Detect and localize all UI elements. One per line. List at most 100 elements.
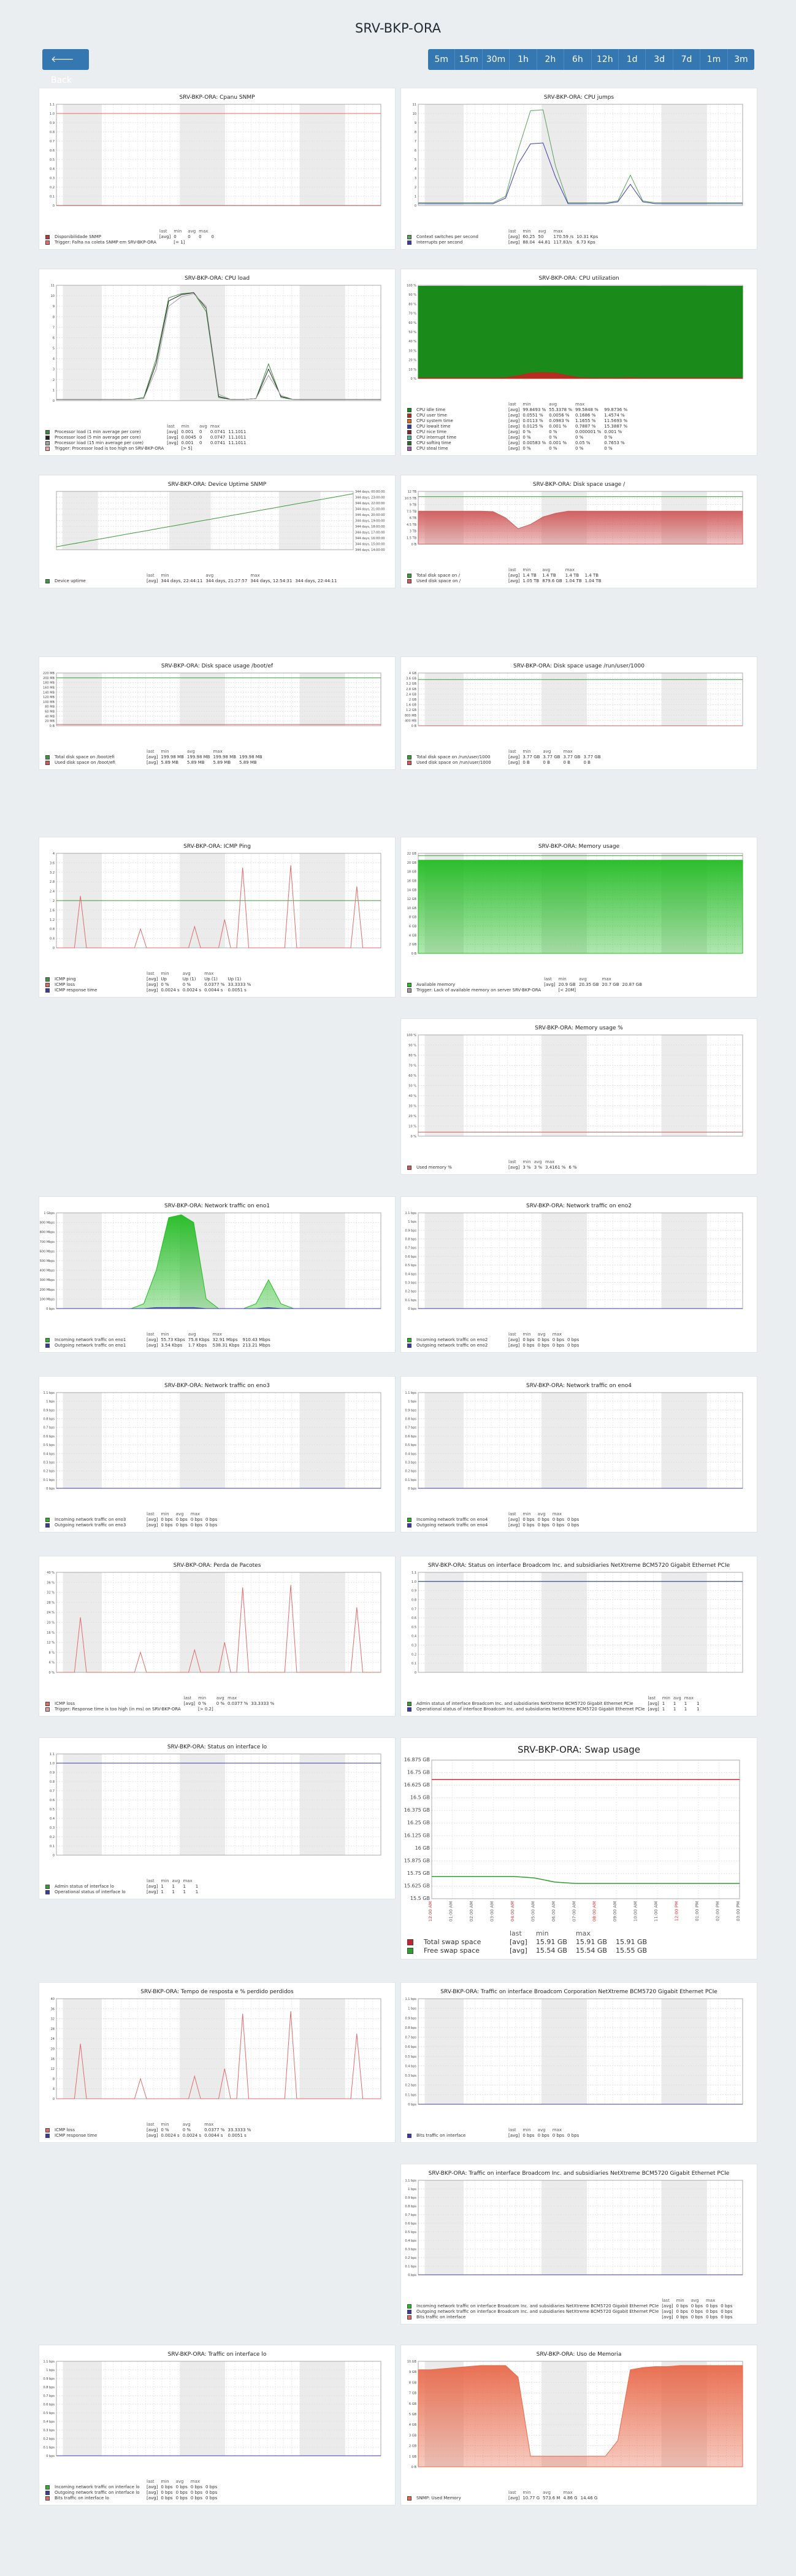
legend-cell: [avg] bbox=[508, 413, 520, 418]
legend-cell: Interrupts per second bbox=[416, 240, 463, 245]
legend-cell: Incoming network traffic on eno3 bbox=[55, 1517, 126, 1522]
chart-panel-c6: SRV-BKP-ORA: Disk space usage / 0 B 1.5 TB… bbox=[400, 475, 757, 588]
legend-cell: Trigger: Processor load is too high on S… bbox=[55, 446, 164, 451]
legend-cell: [avg] bbox=[167, 440, 178, 445]
range-button-3m[interactable]: 3m bbox=[727, 49, 754, 70]
legend-cell: 20.87 GB bbox=[622, 982, 643, 987]
shaded-band bbox=[180, 673, 226, 726]
legend-cell: 0 bbox=[174, 234, 177, 239]
legend-cell: 0.0741 bbox=[210, 429, 226, 434]
legend-cell: Incoming network traffic on interface Br… bbox=[416, 2304, 659, 2309]
series-area bbox=[418, 372, 743, 379]
legend-cell: 50 bbox=[538, 234, 544, 239]
y-tick-label: 8 bbox=[53, 315, 55, 319]
range-button-12h[interactable]: 12h bbox=[591, 49, 619, 70]
legend-cell: Bits traffic on interface lo bbox=[55, 2496, 109, 2501]
range-button-5m[interactable]: 5m bbox=[428, 49, 456, 70]
legend-cell: Outgoing network traffic on eno2 bbox=[416, 1343, 488, 1348]
legend-cell: 0 bps bbox=[691, 2315, 703, 2320]
legend-row: CPU steal time [avg] 0 % 0 % 0 % 0 % bbox=[407, 446, 630, 452]
range-button-1m[interactable]: 1m bbox=[700, 49, 728, 70]
legend-cell bbox=[602, 988, 622, 993]
range-button-6h[interactable]: 6h bbox=[564, 49, 592, 70]
chart-svg: 0 1 2 3 4 5 6 7 8 9 10 11 bbox=[413, 103, 743, 208]
range-button-2h[interactable]: 2h bbox=[537, 49, 565, 70]
legend-header bbox=[45, 229, 55, 234]
legend-cell: 0 bps bbox=[205, 1517, 218, 1522]
shaded-band bbox=[63, 285, 102, 401]
y-tick-label: 0.7 bbox=[411, 1607, 416, 1611]
legend-cell: [avg] bbox=[147, 1517, 158, 1522]
chart-legend: last min avg max Incoming network traffic on… bbox=[45, 2479, 389, 2501]
legend-cell: [avg] bbox=[662, 2315, 673, 2320]
legend-row: Outgoing network traffic on eno1 [avg] 3.5… bbox=[45, 1343, 274, 1348]
legend-cell: CPU system time bbox=[416, 418, 453, 423]
range-button-15m[interactable]: 15m bbox=[455, 49, 483, 70]
x-tick-label: 09:00 AM bbox=[613, 1901, 618, 1921]
back-button[interactable]: 🡐 Back bbox=[42, 49, 89, 85]
y-tick-label: 0.1 bps bbox=[405, 2093, 417, 2097]
y-tick-label: 1 bbox=[415, 195, 416, 199]
legend-cell: 1.04 TB bbox=[584, 579, 602, 583]
range-button-1d[interactable]: 1d bbox=[618, 49, 646, 70]
legend-cell bbox=[251, 1707, 277, 1712]
legend-row: Context switches per second [avg] 60.25 50 1… bbox=[407, 234, 601, 240]
legend-cell: Used disk space on /boot/efi bbox=[55, 760, 115, 765]
y-tick-label: 1.1 bps bbox=[44, 2360, 55, 2364]
y-tick-label: 0.1 bps bbox=[44, 2446, 55, 2450]
y-tick-label: 1.0 bbox=[50, 112, 55, 116]
range-button-30m[interactable]: 30m bbox=[482, 49, 510, 70]
legend-cell: 344 days, 12:54:31 bbox=[250, 579, 293, 583]
legend-cell: [avg] bbox=[508, 1165, 520, 1170]
range-button-7d[interactable]: 7d bbox=[673, 49, 701, 70]
legend-cell: 0 % bbox=[522, 429, 531, 434]
range-button-3d[interactable]: 3d bbox=[646, 49, 673, 70]
legend-cell: [avg] bbox=[648, 1701, 659, 1706]
legend-cell: 0 bps bbox=[676, 2315, 688, 2320]
range-button-1h[interactable]: 1h bbox=[510, 49, 537, 70]
legend-header: min bbox=[522, 749, 531, 754]
y-tick-label: 5 bbox=[415, 158, 416, 162]
legend-cell: 0 bps bbox=[567, 1337, 580, 1342]
y-tick-label: 1 bps bbox=[408, 1220, 416, 1224]
legend-cell: 117.83/s bbox=[553, 240, 572, 245]
legend-cell: 0 bps bbox=[567, 1523, 580, 1528]
legend-cell: 0 % bbox=[522, 435, 531, 440]
legend-header: min bbox=[522, 2128, 531, 2132]
legend-cell: 0 bps bbox=[175, 2485, 188, 2489]
y-tick-label: 160 MB bbox=[43, 686, 55, 690]
series-area bbox=[418, 286, 743, 379]
y-tick-label: 0.6 bbox=[50, 149, 55, 153]
chart-legend: last min avg max Incoming network traffic on… bbox=[407, 2298, 751, 2320]
legend-cell: 0.001 bbox=[181, 429, 194, 434]
legend-header: avg bbox=[538, 229, 546, 234]
series-line bbox=[418, 142, 743, 204]
x-tick-label: 06:00 AM bbox=[551, 1901, 556, 1921]
legend-cell: 0.0377 % bbox=[228, 1701, 248, 1706]
legend-header bbox=[407, 229, 416, 234]
x-tick-label: 01:00 AM bbox=[448, 1901, 453, 1921]
plot-border bbox=[56, 491, 354, 550]
y-tick-label: 0.2 bps bbox=[405, 1470, 417, 1474]
y-tick-label: 1.1 bps bbox=[405, 1212, 417, 1215]
legend-cell bbox=[544, 988, 558, 993]
legend-header: avg bbox=[537, 1512, 546, 1517]
y-tick-label: 22 GB bbox=[407, 852, 417, 856]
legend-cell: 0 bps bbox=[721, 2309, 733, 2314]
chart-title: SRV-BKP-ORA: Memory usage % bbox=[535, 1025, 623, 1031]
chart-legend: last min max Total swap space [avg] 15.91 GB 1… bbox=[407, 1929, 751, 1955]
legend-header: avg bbox=[205, 573, 214, 578]
legend-cell: [= 1] bbox=[174, 240, 185, 245]
shaded-band bbox=[424, 1999, 464, 2104]
legend-swatch bbox=[407, 982, 411, 987]
y-tick-label: 0.2 bps bbox=[405, 1290, 417, 1294]
chart-legend: last min avg max Available memory [avg] 20.9 G… bbox=[407, 977, 751, 993]
legend-header: last bbox=[147, 2479, 155, 2484]
legend-swatch bbox=[45, 1517, 50, 1522]
y-tick-label: 16.125 GB bbox=[404, 1832, 430, 1838]
chart-panel-c22: SRV-BKP-ORA: Traffic on interface Broadc… bbox=[400, 2164, 757, 2324]
legend-cell bbox=[167, 446, 181, 452]
legend-cell bbox=[210, 446, 229, 452]
legend-cell: Processor load (5 min average per core) bbox=[55, 435, 141, 440]
legend-header: max bbox=[213, 749, 223, 754]
